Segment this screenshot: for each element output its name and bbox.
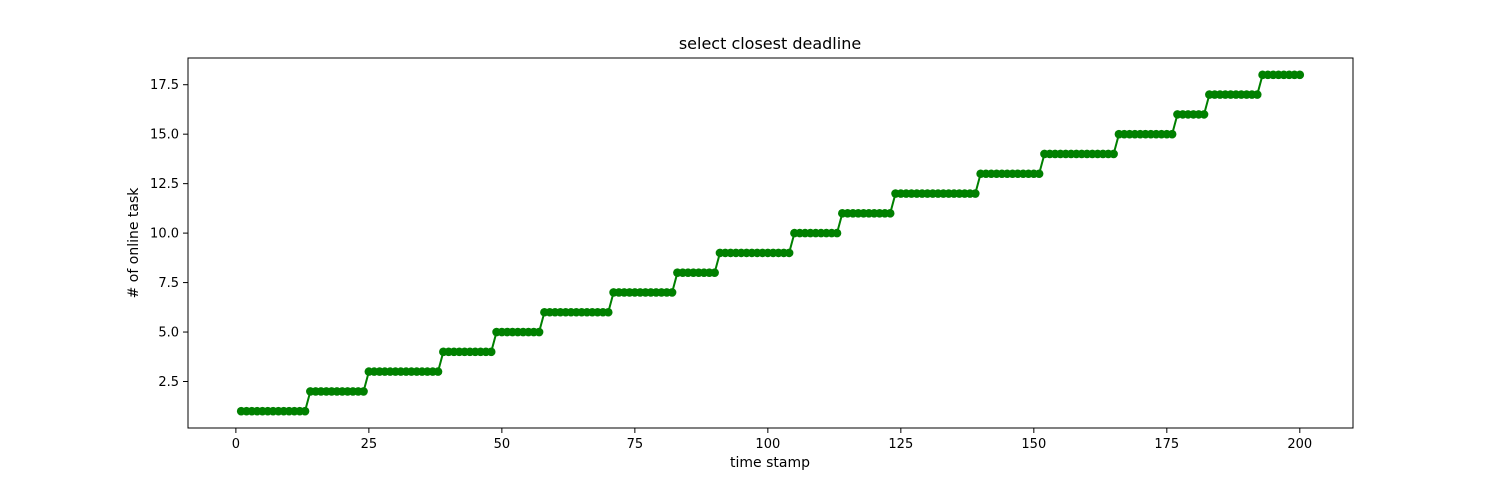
x-tick-label: 75 xyxy=(627,437,644,452)
data-point xyxy=(1295,70,1305,80)
x-axis: 0 25 50 75 100 125 150 175 200 xyxy=(232,428,1312,452)
data-point xyxy=(1109,149,1118,159)
data-point xyxy=(832,228,842,238)
data-point xyxy=(486,347,496,357)
data-point xyxy=(1252,90,1262,99)
data-point xyxy=(667,288,677,297)
data-point xyxy=(784,248,794,258)
data-point xyxy=(710,268,719,277)
data-point xyxy=(971,189,980,198)
data-point xyxy=(603,307,613,317)
x-tick-label: 125 xyxy=(888,437,913,452)
data-point xyxy=(359,387,368,396)
x-tick-label: 50 xyxy=(494,437,511,452)
x-tick-label: 100 xyxy=(755,437,780,452)
y-tick-label: 12.5 xyxy=(150,177,179,192)
y-axis: 2.5 5.0 7.5 10.0 12.5 15.0 17.5 xyxy=(150,78,188,390)
x-tick-label: 25 xyxy=(361,437,378,452)
data-point xyxy=(534,327,544,337)
data-point xyxy=(885,209,895,218)
x-tick-label: 0 xyxy=(232,437,240,452)
x-tick-label: 175 xyxy=(1154,437,1179,452)
plot-frame xyxy=(187,57,1354,429)
data-point xyxy=(300,406,310,416)
y-tick-label: 5.0 xyxy=(158,326,179,341)
x-tick-label: 200 xyxy=(1287,437,1312,452)
data-point xyxy=(1167,129,1177,139)
x-tick-label: 150 xyxy=(1021,437,1046,452)
chart-title: select closest deadline xyxy=(679,34,861,53)
y-tick-label: 15.0 xyxy=(150,128,179,143)
y-axis-label: # of online task xyxy=(126,187,142,299)
data-point xyxy=(1199,110,1209,119)
y-tick-label: 7.5 xyxy=(158,276,179,291)
data-point xyxy=(433,367,443,376)
x-axis-label: time stamp xyxy=(730,455,810,471)
y-tick-label: 2.5 xyxy=(158,375,179,390)
y-tick-label: 17.5 xyxy=(150,78,179,93)
plot-series-layer xyxy=(236,70,1305,416)
data-point xyxy=(1034,169,1044,179)
y-tick-label: 10.0 xyxy=(150,227,179,242)
